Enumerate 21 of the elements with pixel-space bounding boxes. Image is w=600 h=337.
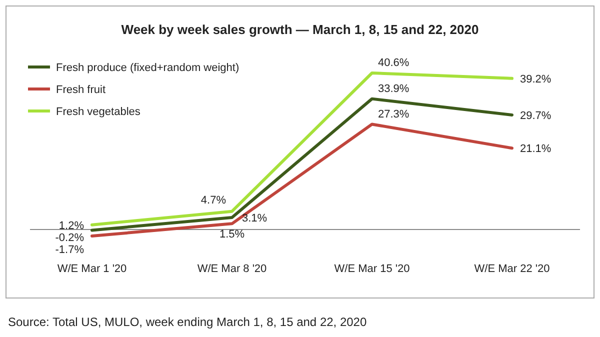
x-tick-label: W/E Mar 22 '20 <box>474 263 550 275</box>
x-tick-label: W/E Mar 1 '20 <box>57 263 127 275</box>
data-label: -1.7% <box>55 244 84 256</box>
data-label: 27.3% <box>378 108 410 120</box>
legend-label: Fresh produce (fixed+random weight) <box>56 62 240 74</box>
x-tick-label: W/E Mar 8 '20 <box>197 263 267 275</box>
data-label: 21.1% <box>520 143 552 156</box>
x-tick-label: W/E Mar 15 '20 <box>334 263 410 275</box>
data-label: 33.9% <box>378 82 410 95</box>
legend-label: Fresh fruit <box>56 84 106 96</box>
data-label: 1.5% <box>219 228 245 241</box>
data-label: 1.2% <box>58 220 84 232</box>
legend-label: Fresh vegetables <box>56 106 141 118</box>
data-label: 3.1% <box>242 212 268 225</box>
data-label: 40.6% <box>378 57 410 69</box>
data-label: 29.7% <box>520 110 552 122</box>
data-label: 4.7% <box>200 194 226 206</box>
data-label: -0.2% <box>55 232 84 244</box>
data-label: 39.2% <box>520 73 552 86</box>
source-note: Source: Total US, MULO, week ending March 1, 8, 15 and 22, 2020 <box>8 315 367 329</box>
chart-title: Week by week sales growth — March 1, 8, 15 and 22, 2020 <box>121 22 479 37</box>
